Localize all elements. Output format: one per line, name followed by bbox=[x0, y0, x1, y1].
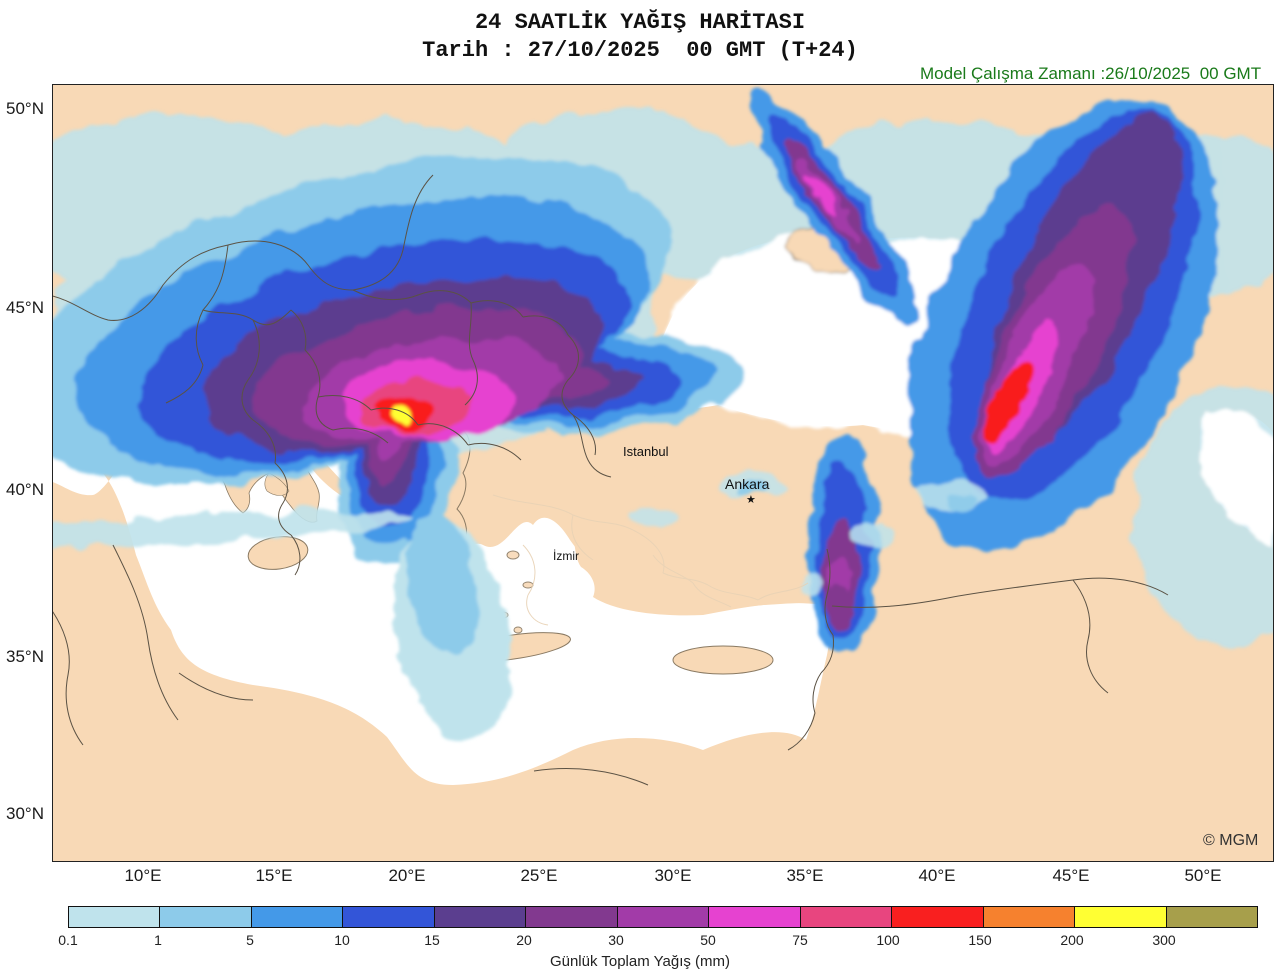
svg-text:Istanbul: Istanbul bbox=[623, 444, 669, 459]
svg-text:★: ★ bbox=[746, 494, 756, 506]
svg-text:© MGM: © MGM bbox=[1203, 832, 1258, 849]
svg-text:İzmir: İzmir bbox=[553, 549, 579, 563]
svg-text:Ankara: Ankara bbox=[725, 476, 770, 492]
